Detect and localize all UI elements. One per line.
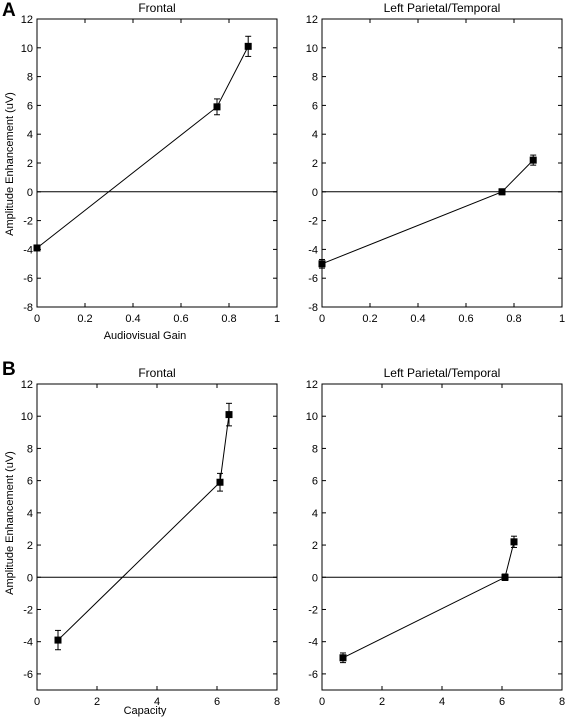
y-tick-label: -4	[308, 637, 318, 649]
y-tick-label: 8	[27, 443, 33, 455]
x-tick-label: 1	[274, 313, 280, 325]
chart-3: Frontal -6 -4 -2 0 2 4 6 8 10 12 0 2 4 6 8	[21, 366, 280, 708]
x-axis-label-panel-a: Audiovisual Gain	[104, 330, 187, 342]
y-tick-label: -2	[308, 604, 318, 616]
data-point-marker	[213, 103, 221, 111]
y-tick-label: -2	[23, 604, 33, 616]
x-tick-label: 6	[214, 696, 220, 708]
y-tick-label: 12	[21, 379, 33, 391]
plot-frame	[321, 383, 563, 691]
chart-title: Frontal	[138, 1, 175, 15]
x-tick-label: 0.8	[221, 313, 236, 325]
data-point-marker	[216, 478, 224, 486]
y-tick-label: 10	[21, 411, 33, 423]
x-tick-label: 8	[559, 696, 565, 708]
y-tick-label: 6	[27, 100, 33, 112]
y-tick-label: -6	[308, 669, 318, 681]
plot-frame	[36, 18, 278, 308]
y-tick-label: -4	[23, 244, 33, 256]
series-line	[36, 46, 249, 249]
y-tick-label: -4	[308, 244, 318, 256]
y-tick-label: 8	[27, 72, 33, 84]
x-tick-label: 0.2	[362, 313, 377, 325]
y-tick-label: 8	[312, 443, 318, 455]
y-tick-label: 10	[306, 411, 318, 423]
y-tick-label: 10	[306, 43, 318, 55]
x-tick-label: 1	[559, 313, 565, 325]
x-tick-label: 2	[94, 696, 100, 708]
y-tick-label: -8	[308, 302, 318, 314]
chart-1: Frontal -8 -6 -4 -2 0 2 4 6 8 10 12 0 0.2 0.4 0.6 0.8 1	[21, 1, 280, 325]
data-point-marker	[244, 42, 252, 50]
y-tick-label: 2	[312, 158, 318, 170]
chart-title: Frontal	[138, 366, 175, 380]
y-tick-label: 4	[27, 129, 33, 141]
y-tick-label: 12	[306, 379, 318, 391]
y-tick-label: -6	[23, 273, 33, 285]
y-tick-label: 4	[27, 508, 33, 520]
x-tick-label: 2	[379, 696, 385, 708]
chart-4: Left Parietal/Temporal -6 -4 -2 0 2 4 6 8 10 12 0 2 4…	[306, 366, 565, 708]
y-tick-label: -8	[23, 302, 33, 314]
panel-letter-b: B	[2, 359, 16, 380]
x-tick-label: 8	[274, 696, 280, 708]
x-axis-label-panel-b: Capacity	[124, 705, 167, 717]
x-tick-label: 0	[34, 313, 40, 325]
x-tick-label: 6	[499, 696, 505, 708]
data-point-marker	[339, 654, 347, 662]
series-line	[342, 541, 515, 659]
y-tick-label: 0	[312, 187, 318, 199]
x-tick-label: 4	[439, 696, 445, 708]
x-tick-label: 0	[319, 696, 325, 708]
series-line	[321, 159, 534, 265]
plot-frame	[321, 18, 563, 308]
data-point-marker	[501, 573, 509, 581]
data-point-marker	[510, 538, 518, 546]
chart-2: Left Parietal/Temporal-8-6-4-20246810120…	[306, 1, 565, 325]
y-tick-label: 2	[27, 540, 33, 552]
y-tick-label: 0	[27, 572, 33, 584]
y-tick-label: 0	[27, 187, 33, 199]
chart-title: Left Parietal/Temporal	[384, 1, 501, 15]
data-point-marker	[225, 411, 233, 419]
x-tick-label: 0.8	[506, 313, 521, 325]
y-axis-label-panel-a: Amplitude Enhancement (uV)	[4, 92, 16, 236]
data-point-marker	[33, 244, 41, 252]
y-tick-label: 4	[312, 508, 318, 520]
y-tick-label: 2	[312, 540, 318, 552]
y-tick-label: 10	[21, 43, 33, 55]
x-tick-label: 0	[319, 313, 325, 325]
x-tick-label: 0	[34, 696, 40, 708]
y-tick-label: -2	[308, 216, 318, 228]
chart-title: Left Parietal/Temporal	[384, 366, 501, 380]
y-tick-label: -2	[23, 216, 33, 228]
y-tick-label: -6	[23, 669, 33, 681]
x-tick-label: 0.6	[173, 313, 188, 325]
x-tick-label: 0.4	[125, 313, 140, 325]
plot-frame	[36, 383, 278, 691]
data-point-marker	[54, 636, 62, 644]
x-tick-label: 0.6	[458, 313, 473, 325]
y-tick-label: 8	[312, 72, 318, 84]
y-tick-label: 6	[312, 476, 318, 488]
y-tick-label: -4	[23, 637, 33, 649]
data-point-marker	[318, 260, 326, 268]
x-tick-label: 4	[154, 696, 160, 708]
data-point-marker	[498, 188, 506, 196]
y-tick-label: -6	[308, 273, 318, 285]
x-tick-label: 0.4	[410, 313, 425, 325]
data-point-marker	[529, 156, 537, 164]
y-tick-label: 12	[21, 14, 33, 26]
y-tick-label: 6	[27, 476, 33, 488]
y-tick-label: 4	[312, 129, 318, 141]
panel-letter-a: A	[2, 0, 16, 21]
y-axis-label-panel-b: Amplitude Enhancement (uV)	[4, 451, 16, 595]
x-tick-label: 0.2	[77, 313, 92, 325]
y-tick-label: 0	[312, 572, 318, 584]
y-tick-label: 2	[27, 158, 33, 170]
series-line	[57, 414, 230, 641]
y-tick-label: 6	[312, 100, 318, 112]
y-tick-label: 12	[306, 14, 318, 26]
